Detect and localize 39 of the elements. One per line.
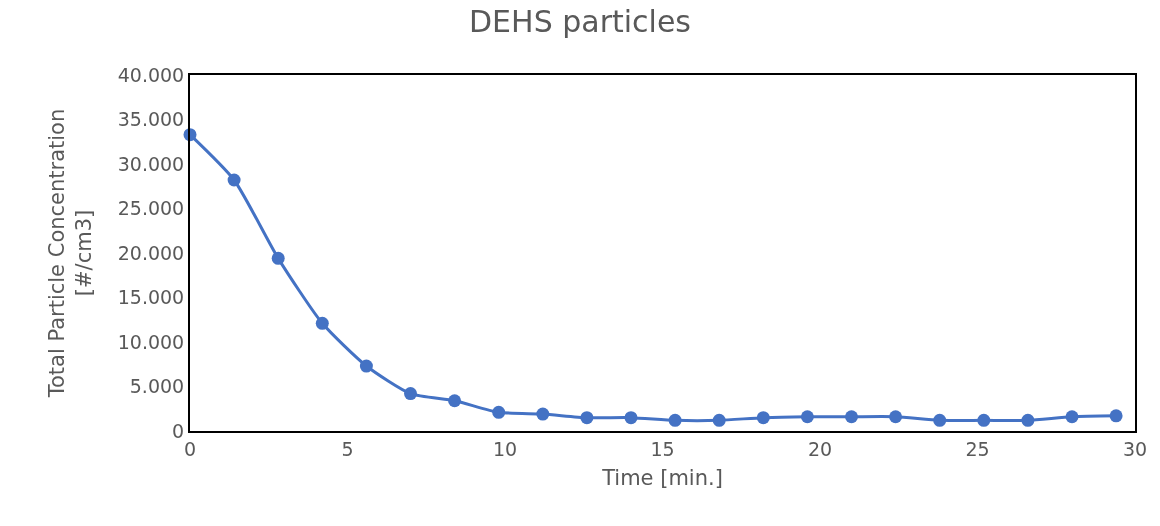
point	[492, 405, 506, 419]
point	[933, 413, 947, 427]
y-tick-label: 30.000	[117, 152, 185, 175]
point	[271, 251, 285, 265]
point	[889, 410, 903, 424]
x-axis-title: Time [min.]	[601, 466, 723, 491]
point	[1109, 409, 1123, 423]
x-tick-label: 5	[341, 437, 354, 460]
y-tick-label: 15.000	[117, 286, 185, 309]
point	[624, 411, 638, 425]
point	[977, 413, 991, 427]
y-tick-label: 0	[172, 419, 185, 442]
point	[580, 411, 594, 425]
x-tick-label: 20	[807, 437, 833, 460]
point	[1065, 410, 1079, 424]
x-tick-label: 30	[1122, 437, 1148, 460]
point	[668, 413, 682, 427]
x-tick-label: 25	[965, 437, 990, 460]
point	[227, 173, 241, 187]
point	[404, 387, 417, 401]
point	[359, 359, 373, 373]
point	[845, 410, 858, 424]
point	[800, 410, 814, 424]
point	[315, 316, 329, 330]
y-tick-label: 5.000	[129, 375, 185, 398]
point	[712, 413, 726, 427]
y-tick-label: 20.000	[117, 241, 185, 264]
y-tick-label: 25.000	[117, 197, 185, 220]
x-tick-label: 15	[650, 437, 675, 460]
y-tick-label: 40.000	[117, 63, 185, 86]
y-axis-title: Total Particle Concentration [#/cm3]	[45, 108, 97, 399]
y-tick-label: 10.000	[117, 330, 185, 353]
point	[536, 407, 550, 421]
y-tick-label: 35.000	[117, 108, 185, 131]
chart-title: DEHS particles	[469, 3, 691, 39]
point	[1021, 413, 1035, 427]
x-tick-label: 10	[492, 437, 518, 460]
point	[756, 411, 770, 425]
point	[448, 394, 462, 408]
